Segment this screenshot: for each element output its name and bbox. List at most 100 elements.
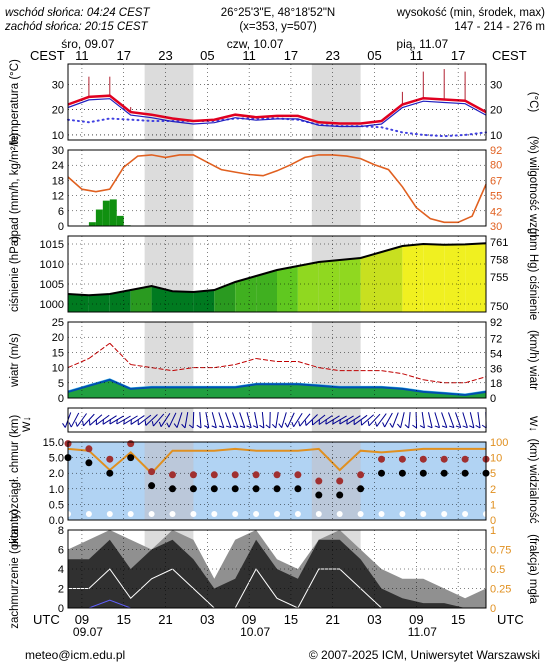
tick-label-utc-9: 15 [451, 612, 465, 627]
wind-barb-shaft-15 [168, 412, 177, 428]
wind-dir-label-right: W↓ [527, 416, 539, 432]
wind-barb-shaft-6 [102, 415, 117, 425]
cloudbase-dot-18 [440, 469, 448, 477]
wind-barb-shaft-22 [218, 412, 225, 428]
wind-barb-shaft-57 [462, 412, 468, 428]
gust-seg-19 [464, 376, 487, 384]
cloudtop-dot-14 [357, 471, 365, 479]
tick-label-cest-4: 11 [242, 48, 256, 63]
tick-label-cest-7: 05 [367, 48, 381, 63]
fog-dot-3 [127, 511, 134, 517]
wind-barb-tip-48 [396, 423, 401, 429]
tz-right: CEST [492, 48, 527, 63]
precip-tick-left-2: 12 [52, 191, 64, 203]
cloudbase-dot-12 [315, 491, 323, 499]
cloudtop-dot-10 [273, 471, 281, 479]
tick-label-cest-6: 23 [325, 48, 339, 63]
pressure-area-seg-7 [214, 282, 236, 312]
cloudtop-dot-1 [85, 445, 93, 453]
tick-label-cest-5: 17 [284, 48, 298, 63]
day-label-bottom-2: 11.07 [408, 625, 437, 639]
cloudbase-dot-14 [357, 485, 365, 493]
cloudtop-dot-18 [440, 455, 448, 463]
humidity-tick-5: 92 [490, 145, 502, 157]
pressure-area-seg-9 [256, 270, 277, 312]
cloudbase-dot-15 [378, 469, 385, 477]
wind-barb-shaft-36 [312, 414, 326, 426]
gust-seg-15 [381, 370, 403, 375]
cloudtop-dot-11 [294, 471, 302, 479]
cloudbase-dot-7 [210, 485, 218, 493]
wind-barb-shaft-1 [70, 412, 80, 428]
wind-barb-shaft-21 [211, 412, 217, 428]
wind-barb-tip-47 [389, 422, 393, 428]
plot-area: 1109171523210503110917152321050311091715… [9, 37, 539, 639]
wind-barb-shaft-34 [299, 413, 311, 427]
cloudtop-dot-9 [252, 471, 260, 479]
wind-barb-51 [419, 412, 425, 429]
cloudtop-dot-4 [148, 468, 156, 476]
precip-bar-3 [109, 199, 117, 226]
wind-tick-left-3: 15 [52, 347, 64, 359]
wind-barb-tip-43 [360, 420, 363, 426]
tick-label-utc-6: 21 [325, 612, 339, 627]
wind-barb-tip-20 [204, 425, 209, 429]
gust-seg-0 [67, 358, 90, 369]
fog-dot-1 [85, 511, 92, 517]
wind-barb-tip-30 [271, 423, 277, 429]
wind-barb-tip-46 [382, 422, 386, 428]
wind-area [68, 379, 486, 398]
wind-barb-tip-57 [462, 425, 468, 429]
wind-barb-shaft-30 [275, 412, 279, 428]
gust-seg-12 [318, 367, 340, 372]
wind-barb-tip-26 [246, 425, 252, 429]
wind-barb-23 [225, 412, 232, 429]
pressure-area-seg-3 [130, 286, 152, 312]
pressure-area-seg-17 [423, 244, 445, 312]
wind-barb-33 [291, 412, 303, 428]
cloudbase-dot-3 [127, 454, 135, 462]
wind-barb-17 [181, 412, 189, 429]
wind-barb-49 [404, 411, 411, 429]
cloudbase-dot-4 [148, 482, 156, 490]
sunrise-text: wschód słońca: 04:24 CEST [5, 7, 150, 19]
wind-barb-tip-9 [123, 419, 125, 425]
wind-barb-tip-44 [367, 420, 370, 426]
cloudbase-dot-8 [231, 485, 239, 493]
wind-barb-shaft-5 [96, 414, 110, 426]
wind-barb-shaft-49 [408, 411, 411, 429]
wind-barb-24 [232, 412, 239, 429]
cloudbase-dot-6 [189, 485, 197, 493]
temp-tick-right-1: 20 [490, 105, 502, 117]
wind-barb-tip-16 [173, 423, 178, 428]
wind-barb-tip-13 [151, 421, 154, 427]
wind-barb-tip-10 [130, 419, 132, 425]
cloud-tick-left-1: 2 [58, 584, 64, 596]
wind-barb-tip-40 [339, 419, 341, 425]
pressure-area-seg-1 [88, 294, 110, 312]
wind-barb-shaft-45 [376, 413, 387, 427]
wind-barb-25 [239, 412, 246, 429]
wind-barb-tip-38 [325, 419, 327, 425]
vis-ylabel-right: (km) widzialność [527, 439, 539, 524]
wind-barb-shaft-47 [392, 412, 399, 428]
kmh-tick-3: 54 [490, 348, 502, 360]
vis-tick-0: 0 [490, 515, 496, 527]
wind-barb-tip-8 [116, 418, 118, 425]
cloudtop-dot-2 [106, 455, 114, 463]
tick-label-utc-7: 03 [367, 612, 381, 627]
temp-tick-left-1: 20 [52, 105, 64, 117]
wind-barb-shaft-46 [384, 412, 393, 428]
wind-barb-tip-24 [232, 425, 239, 429]
wind-barb-tip-45 [374, 421, 378, 427]
pressure-area-seg-6 [193, 290, 215, 312]
wind-tick-left-2: 10 [52, 363, 64, 375]
humidity-line [67, 154, 487, 224]
cloudbase-tick-0: 0.0 [49, 515, 64, 527]
day-label-top-1: czw, 10.07 [227, 37, 284, 51]
wind-barb-shaft-39 [332, 415, 347, 425]
night-band-precipitation-1 [311, 150, 361, 226]
tick-label-cest-8: 11 [410, 48, 424, 63]
wind-barb-tip-52 [427, 425, 433, 429]
tick-label-utc-3: 03 [200, 612, 214, 627]
